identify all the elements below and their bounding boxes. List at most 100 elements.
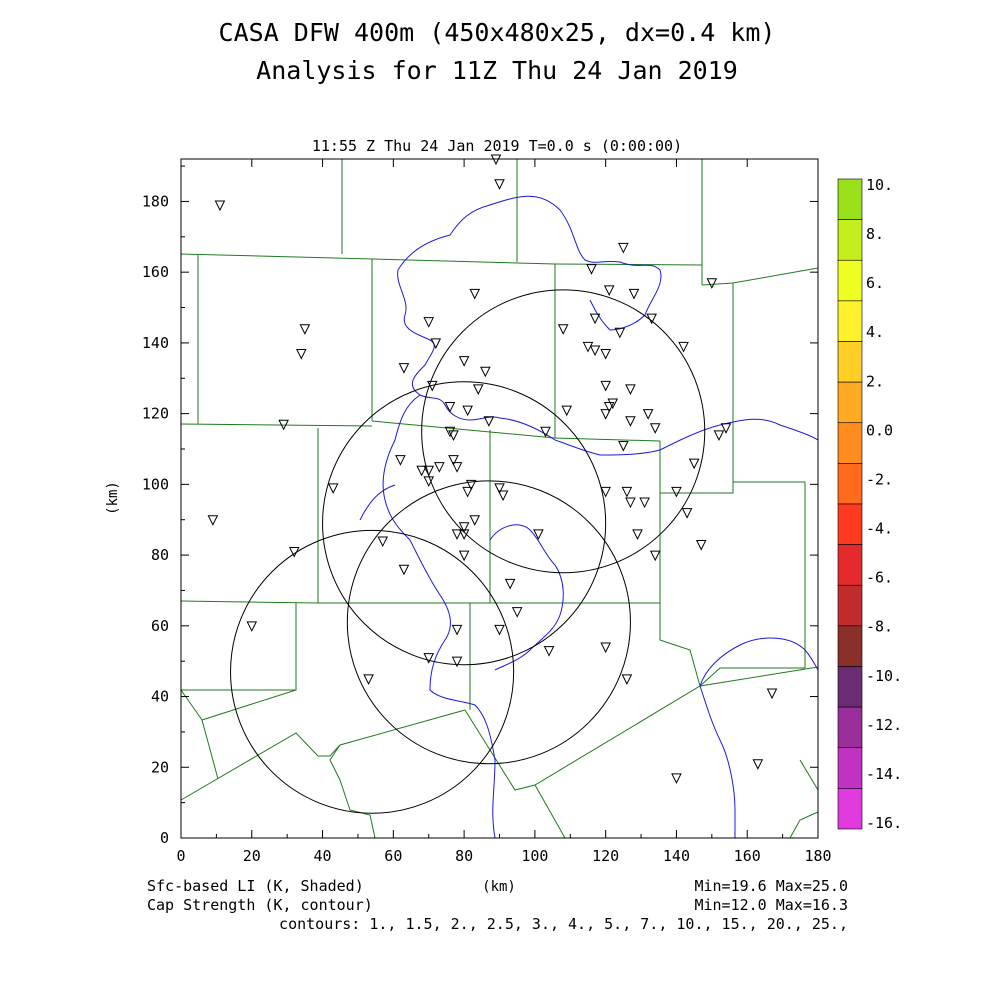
x-tick-label: 180 bbox=[804, 847, 831, 865]
x-tick-label: 60 bbox=[384, 847, 402, 865]
y-tick-label: 180 bbox=[142, 192, 169, 210]
footer-contour-levels: contours: 1., 1.5, 2., 2.5, 3., 4., 5., … bbox=[279, 915, 848, 933]
colorbar-label: -12. bbox=[866, 716, 902, 734]
radar-ring-1 bbox=[421, 289, 706, 574]
station-marker bbox=[207, 515, 219, 526]
x-axis: 0 20 40 60 80 100 120 140 160 180 bbox=[176, 159, 832, 865]
station-marker bbox=[720, 423, 732, 434]
y-tick-label: 80 bbox=[151, 546, 169, 564]
colorbar-label: 8. bbox=[866, 225, 884, 243]
colorbar-swatch bbox=[837, 625, 863, 667]
map-features bbox=[180, 159, 819, 839]
colorbar-swatch bbox=[837, 747, 863, 789]
colorbar-swatch bbox=[837, 666, 863, 708]
y-axis: 0 20 40 60 80 100 120 140 160 180 bbox=[142, 165, 818, 847]
station-marker bbox=[398, 363, 410, 374]
colorbar-swatch bbox=[837, 300, 863, 342]
station-marker bbox=[625, 384, 636, 395]
colorbar-swatch bbox=[837, 219, 863, 261]
x-tick-label: 0 bbox=[176, 847, 185, 865]
colorbar-swatch bbox=[837, 259, 863, 302]
station-marker bbox=[458, 529, 470, 540]
station-marker bbox=[681, 508, 693, 519]
station-marker bbox=[469, 288, 481, 300]
station-marker bbox=[618, 242, 629, 254]
station-marker bbox=[706, 278, 718, 289]
station-marker bbox=[639, 497, 650, 509]
colorbar: 10. 8. 6. 4. 2. 0.0 -2. -4. -6. -8. -10. -12. -14. -1… bbox=[837, 176, 902, 832]
station-marker bbox=[458, 356, 470, 367]
station-marker bbox=[494, 179, 505, 190]
station-marker bbox=[423, 653, 435, 664]
station-marker bbox=[582, 341, 594, 353]
station-marker bbox=[278, 419, 289, 431]
station-marker bbox=[327, 483, 339, 495]
station-marker bbox=[632, 529, 643, 540]
colorbar-swatch bbox=[837, 544, 863, 586]
station-marker bbox=[511, 607, 523, 618]
station-marker bbox=[472, 384, 484, 395]
station-marker bbox=[642, 409, 654, 420]
colorbar-swatch bbox=[837, 422, 863, 464]
station-marker bbox=[603, 402, 615, 413]
colorbar-label: 4. bbox=[866, 323, 884, 341]
station-marker bbox=[299, 324, 311, 335]
colorbar-swatch bbox=[837, 178, 863, 220]
y-tick-label: 120 bbox=[142, 405, 169, 423]
station-marker bbox=[649, 423, 661, 434]
x-tick-label: 100 bbox=[521, 847, 548, 865]
station-marker bbox=[451, 462, 463, 473]
station-marker bbox=[423, 465, 435, 477]
x-tick-label: 20 bbox=[243, 847, 261, 865]
station-marker bbox=[533, 529, 544, 540]
station-marker bbox=[766, 688, 778, 700]
station-marker bbox=[557, 324, 569, 335]
station-marker bbox=[671, 486, 682, 498]
station-marker bbox=[214, 200, 226, 212]
station-marker bbox=[462, 405, 473, 417]
station-marker bbox=[448, 455, 459, 466]
y-axis-label: (km) bbox=[105, 481, 121, 515]
colorbar-label: 6. bbox=[866, 274, 884, 292]
station-marker bbox=[600, 349, 611, 360]
colorbar-label: -2. bbox=[866, 470, 893, 488]
station-marker bbox=[430, 338, 442, 350]
radar-ring-2 bbox=[322, 381, 607, 666]
station-marker bbox=[444, 426, 456, 438]
station-marker bbox=[621, 486, 633, 498]
station-marker bbox=[395, 455, 406, 466]
colorbar-label: -10. bbox=[866, 667, 902, 685]
station-marker bbox=[618, 440, 629, 452]
colorbar-label: -4. bbox=[866, 520, 893, 538]
station-marker bbox=[621, 674, 633, 685]
station-marker bbox=[628, 288, 640, 300]
station-marker bbox=[458, 522, 470, 533]
colorbar-label: 0.0 bbox=[866, 421, 893, 439]
footer-contour-label: Cap Strength (K, contour) bbox=[147, 896, 373, 914]
station-marker bbox=[288, 547, 300, 558]
colorbar-swatch bbox=[837, 788, 863, 830]
station-marker bbox=[752, 759, 764, 770]
colorbar-label: -6. bbox=[866, 569, 893, 587]
footer-shaded-minmax: Min=19.6 Max=25.0 bbox=[694, 877, 848, 895]
station-marker bbox=[600, 380, 611, 392]
station-marker bbox=[363, 674, 374, 685]
station-marker bbox=[600, 486, 611, 498]
y-tick-label: 140 bbox=[142, 334, 169, 352]
x-tick-label: 80 bbox=[455, 847, 473, 865]
water-features bbox=[359, 195, 819, 839]
station-marker bbox=[625, 497, 636, 509]
radar-range-rings bbox=[230, 289, 706, 814]
radar-ring-4 bbox=[230, 529, 515, 814]
y-tick-label: 60 bbox=[151, 617, 169, 635]
station-marker bbox=[480, 366, 491, 378]
station-marker bbox=[713, 430, 725, 441]
station-marker bbox=[497, 490, 509, 502]
x-tick-label: 40 bbox=[314, 847, 332, 865]
y-tick-label: 100 bbox=[142, 475, 169, 493]
x-tick-label: 140 bbox=[663, 847, 690, 865]
station-marker bbox=[646, 313, 657, 325]
y-tick-label: 160 bbox=[142, 263, 169, 281]
station-marker bbox=[540, 426, 551, 438]
